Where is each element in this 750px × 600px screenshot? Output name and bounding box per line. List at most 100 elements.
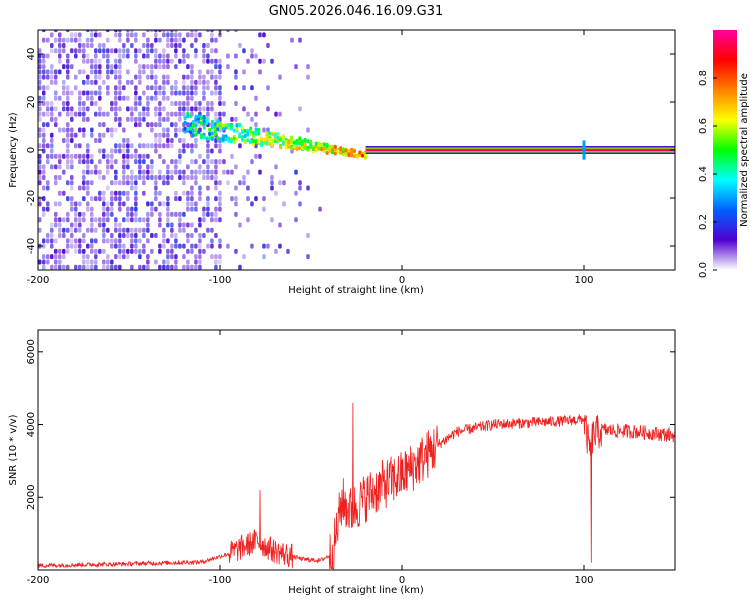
spectrogram-cell bbox=[190, 32, 194, 38]
spectrogram-cell bbox=[282, 201, 286, 207]
spectrogram-cell bbox=[182, 79, 186, 85]
spectrogram-cell bbox=[62, 48, 66, 54]
spectrogram-cell bbox=[94, 264, 98, 270]
spectrogram-cell bbox=[158, 90, 162, 96]
spectrogram-cell bbox=[170, 58, 174, 64]
spectrogram-cell bbox=[82, 174, 86, 180]
spectrogram-cell bbox=[174, 243, 178, 249]
spectrogram-cell bbox=[262, 196, 266, 202]
spectrogram-cell bbox=[70, 233, 74, 239]
spectrogram-cell bbox=[186, 95, 190, 101]
spectrogram-cell bbox=[234, 53, 238, 59]
spectrogram-cell bbox=[178, 174, 182, 180]
spectrogram-cell bbox=[226, 243, 230, 249]
spectrogram-cell bbox=[90, 95, 94, 101]
spectrogram-cell bbox=[222, 169, 226, 175]
spectrogram-cell bbox=[62, 85, 66, 91]
spectrogram-cell bbox=[50, 74, 54, 80]
spectrogram-xlabel: Height of straight line (km) bbox=[288, 285, 424, 296]
spectrogram-cell bbox=[90, 30, 94, 33]
spectrogram-cell bbox=[90, 58, 94, 64]
spectrogram-cell bbox=[226, 180, 230, 186]
spectrogram-cell bbox=[218, 90, 222, 96]
spectrogram-cell bbox=[86, 227, 90, 233]
spectrogram-cell bbox=[170, 169, 174, 175]
spectrogram-cell bbox=[82, 90, 86, 96]
spectrogram-cell bbox=[150, 64, 154, 70]
spectrogram-cell bbox=[344, 148, 348, 153]
spectrogram-cell bbox=[298, 106, 302, 112]
spectrogram-cell bbox=[221, 123, 225, 128]
spectrogram-cell bbox=[166, 116, 170, 122]
spectrogram-cell bbox=[122, 233, 126, 239]
spectrogram-cell bbox=[102, 233, 106, 239]
spectrogram-cell bbox=[90, 101, 94, 107]
spectrogram-cell bbox=[66, 95, 70, 101]
spectrogram-cell bbox=[118, 30, 122, 33]
spectrogram-cell bbox=[50, 32, 54, 38]
spectrogram-cell bbox=[78, 101, 82, 107]
spectrogram-cell bbox=[106, 264, 110, 270]
spectrogram-cell bbox=[58, 58, 62, 64]
spectrogram-cell bbox=[70, 180, 74, 186]
spectrogram-cell bbox=[70, 90, 74, 96]
spectrogram-cell bbox=[214, 185, 218, 191]
spectrogram-cell bbox=[126, 53, 130, 59]
spectrogram-cell bbox=[210, 101, 214, 107]
spectrogram-cell bbox=[273, 133, 277, 138]
spectrogram-cell bbox=[186, 122, 190, 128]
spectrogram-cell bbox=[198, 259, 202, 265]
spectrogram-cell bbox=[102, 201, 106, 207]
spectrogram-cell bbox=[54, 153, 58, 159]
spectrogram-cell bbox=[42, 259, 46, 265]
spectrogram-cell bbox=[42, 164, 46, 170]
spectrogram-cell bbox=[118, 206, 122, 212]
spectrogram-cell bbox=[166, 138, 170, 143]
spectrogram-cell bbox=[251, 139, 255, 144]
spectrogram-cell bbox=[218, 69, 222, 75]
spectrogram-cell bbox=[250, 116, 254, 122]
spectrogram-cell bbox=[114, 74, 118, 80]
spectrogram-cell bbox=[162, 58, 166, 64]
spectrogram-cell bbox=[154, 132, 158, 138]
spectrogram-cell bbox=[268, 131, 272, 136]
spectrogram-cell bbox=[178, 169, 182, 175]
spectrogram-cell bbox=[162, 174, 166, 180]
spectrogram-cell bbox=[166, 217, 170, 223]
spectrogram-cell bbox=[122, 201, 126, 207]
spectrogram-cell bbox=[154, 174, 158, 180]
spectrogram-cell bbox=[218, 111, 222, 117]
spectrogram-cell bbox=[198, 106, 202, 112]
spectrogram-cell bbox=[178, 101, 182, 107]
spectrogram-cell bbox=[234, 185, 238, 191]
spectrogram-cell bbox=[182, 74, 186, 80]
spectrogram-cell bbox=[270, 143, 274, 148]
spectrogram-cell bbox=[158, 190, 162, 196]
spectrogram-cell bbox=[70, 127, 74, 133]
spectrogram-cell bbox=[190, 143, 194, 149]
spectrogram-cell bbox=[106, 153, 110, 159]
spectrogram-cell bbox=[58, 48, 62, 54]
spectrogram-cell bbox=[298, 136, 302, 141]
spectrogram-cell bbox=[258, 58, 262, 64]
spectrogram-cell bbox=[292, 140, 296, 145]
spectrogram-cell bbox=[110, 238, 114, 244]
spectrogram-cell bbox=[102, 111, 106, 117]
spectrogram-cell bbox=[206, 206, 210, 212]
spectrogram-cell bbox=[190, 248, 194, 254]
spectrogram-cell bbox=[70, 238, 74, 244]
spectrogram-cell bbox=[94, 101, 98, 107]
spectrogram-cell bbox=[74, 111, 78, 117]
spectrogram-cell bbox=[126, 174, 130, 180]
spectrogram-cell bbox=[38, 227, 42, 233]
spectrogram-cell bbox=[130, 143, 134, 149]
spectrogram-cell bbox=[294, 169, 298, 175]
spectrogram-cell bbox=[90, 127, 94, 133]
spectrogram-cell bbox=[118, 95, 122, 101]
spectrogram-cell bbox=[250, 53, 254, 59]
spectrogram-cell bbox=[178, 32, 182, 38]
spectrogram-cell bbox=[146, 211, 150, 217]
spectrogram-cell bbox=[118, 238, 122, 244]
spectrogram-cell bbox=[126, 159, 130, 165]
spectrogram-cell bbox=[94, 138, 98, 143]
